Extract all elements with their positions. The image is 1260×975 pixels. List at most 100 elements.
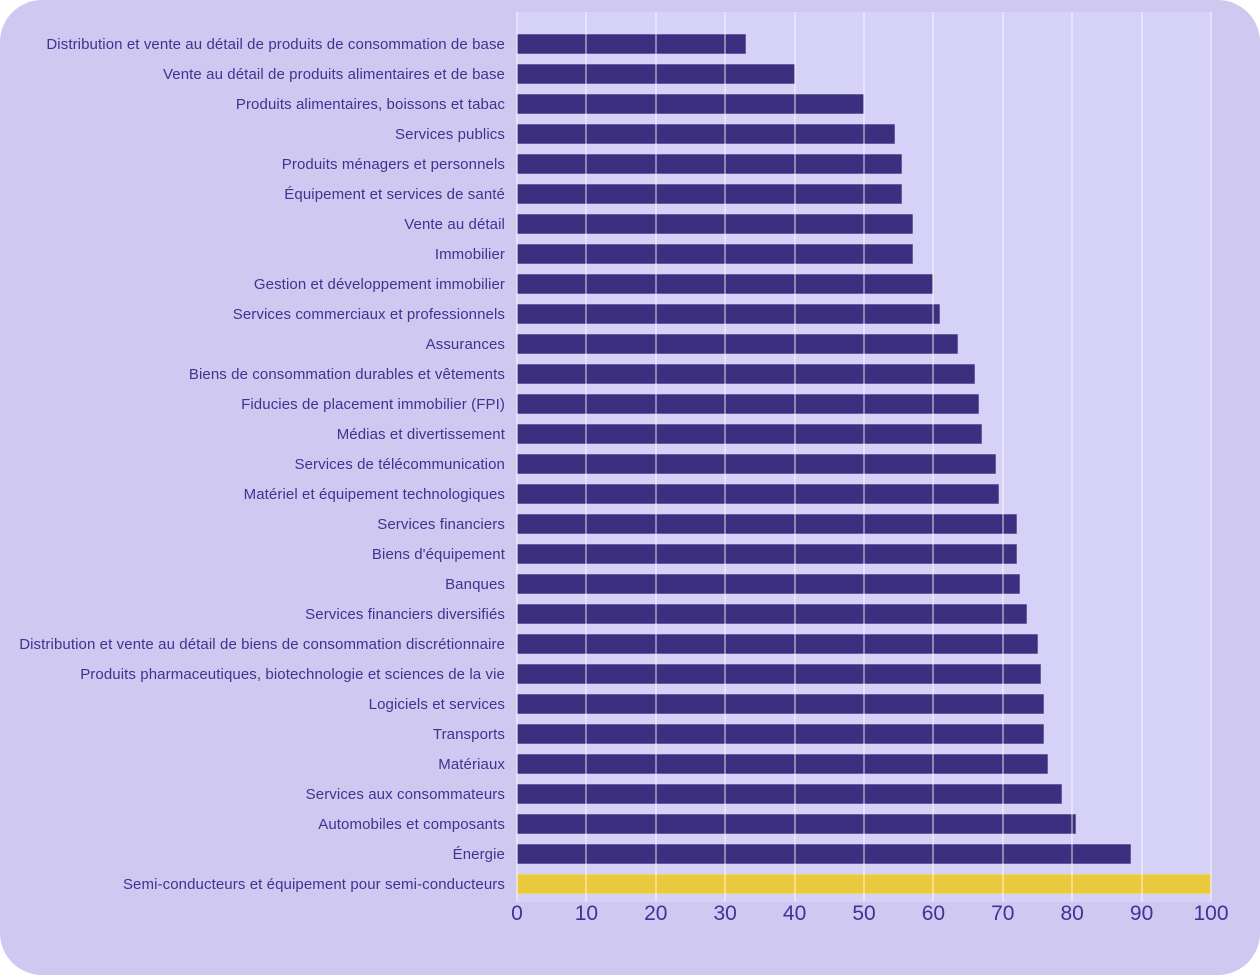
bar-track [517, 629, 1211, 659]
bar[interactable] [517, 634, 1038, 654]
x-axis-tick: 100 [1193, 902, 1229, 925]
bar[interactable] [517, 844, 1132, 864]
bar[interactable] [517, 124, 896, 144]
bar-track [517, 809, 1211, 839]
bar-track [517, 419, 1211, 449]
bar-track [517, 599, 1211, 629]
bar-track [517, 509, 1211, 539]
category-label: Gestion et développement immobilier [253, 275, 505, 293]
category-label: Semi-conducteurs et équipement pour semi… [122, 875, 505, 893]
chart-row: Biens d'équipement [0, 539, 1260, 569]
bar[interactable] [517, 454, 996, 474]
category-label: Matériel et équipement technologiques [243, 485, 505, 503]
bar[interactable] [517, 304, 941, 324]
bar[interactable] [517, 544, 1017, 564]
category-label: Services de télécommunication [294, 455, 505, 473]
bar[interactable] [517, 184, 903, 204]
chart-row: Énergie [0, 839, 1260, 869]
category-label: Produits pharmaceutiques, biotechnologie… [80, 665, 505, 683]
chart-row: Banques [0, 569, 1260, 599]
category-label: Médias et divertissement [336, 425, 505, 443]
x-axis-tick: 0 [511, 902, 523, 925]
chart-row: Automobiles et composants [0, 809, 1260, 839]
chart-row: Biens de consommation durables et vêteme… [0, 359, 1260, 389]
bar-track [517, 269, 1211, 299]
bar-track [517, 59, 1211, 89]
bar[interactable] [517, 694, 1045, 714]
bar-track [517, 29, 1211, 59]
category-label: Produits alimentaires, boissons et tabac [235, 95, 505, 113]
bar[interactable] [517, 754, 1048, 774]
category-label: Fiducies de placement immobilier (FPI) [241, 395, 505, 413]
category-label: Services aux consommateurs [305, 785, 505, 803]
category-label: Services financiers diversifiés [305, 605, 505, 623]
chart-row: Immobilier [0, 239, 1260, 269]
category-label: Distribution et vente au détail de biens… [19, 635, 505, 653]
category-label: Immobilier [434, 245, 505, 263]
x-axis-tick: 30 [713, 902, 737, 925]
chart-row: Assurances [0, 329, 1260, 359]
bar[interactable] [517, 574, 1021, 594]
bar[interactable] [517, 64, 795, 84]
chart-row: Distribution et vente au détail de biens… [0, 629, 1260, 659]
category-label: Logiciels et services [368, 695, 505, 713]
chart-row: Produits pharmaceutiques, biotechnologie… [0, 659, 1260, 689]
bar-track [517, 359, 1211, 389]
chart-rows: Distribution et vente au détail de produ… [0, 29, 1260, 899]
bar-track [517, 299, 1211, 329]
chart-row: Services publics [0, 119, 1260, 149]
category-label: Biens d'équipement [371, 545, 505, 563]
bar[interactable] [517, 724, 1045, 744]
chart-row: Vente au détail [0, 209, 1260, 239]
chart-row: Matériaux [0, 749, 1260, 779]
bar[interactable] [517, 814, 1076, 834]
category-label: Services publics [395, 125, 505, 143]
x-axis-tick: 70 [991, 902, 1015, 925]
x-axis-tick: 40 [782, 902, 807, 925]
bar[interactable] [517, 364, 976, 384]
category-label: Automobiles et composants [318, 815, 505, 833]
category-label: Assurances [425, 335, 505, 353]
bar[interactable] [517, 94, 864, 114]
bar[interactable] [517, 664, 1041, 684]
bar[interactable] [517, 514, 1017, 534]
chart-row: Matériel et équipement technologiques [0, 479, 1260, 509]
bar[interactable] [517, 274, 934, 294]
category-label: Vente au détail de produits alimentaires… [163, 65, 505, 83]
bar-track [517, 719, 1211, 749]
bar[interactable] [517, 604, 1028, 624]
x-axis-tick: 50 [852, 902, 876, 925]
category-label: Services commerciaux et professionnels [232, 305, 505, 323]
bar-track [517, 659, 1211, 689]
category-label: Produits ménagers et personnels [281, 155, 505, 173]
bar[interactable] [517, 334, 958, 354]
category-label: Équipement et services de santé [284, 185, 505, 203]
chart-row: Services de télécommunication [0, 449, 1260, 479]
category-label: Services financiers [377, 515, 505, 533]
bar-track [517, 209, 1211, 239]
chart-row: Produits ménagers et personnels [0, 149, 1260, 179]
category-label: Biens de consommation durables et vêteme… [188, 365, 505, 383]
bar[interactable] [517, 214, 913, 234]
bar-track [517, 539, 1211, 569]
bar[interactable] [517, 484, 1000, 504]
bar-track [517, 749, 1211, 779]
category-label: Énergie [452, 845, 505, 863]
chart-row: Distribution et vente au détail de produ… [0, 29, 1260, 59]
bar[interactable] [517, 394, 979, 414]
x-axis: 0 10 20 30 40 50 60 70 80 90 100 [511, 900, 1228, 932]
bar-highlighted[interactable] [517, 874, 1211, 894]
bar[interactable] [517, 424, 982, 444]
chart-row: Services financiers [0, 509, 1260, 539]
bar[interactable] [517, 34, 747, 54]
x-axis-tick: 60 [921, 902, 946, 925]
bar[interactable] [517, 244, 913, 264]
bar[interactable] [517, 154, 903, 174]
bar-track [517, 239, 1211, 269]
bar-track [517, 389, 1211, 419]
category-label: Transports [432, 725, 505, 743]
chart-row: Services financiers diversifiés [0, 599, 1260, 629]
bar[interactable] [517, 784, 1062, 804]
chart-row: Semi-conducteurs et équipement pour semi… [0, 869, 1260, 899]
